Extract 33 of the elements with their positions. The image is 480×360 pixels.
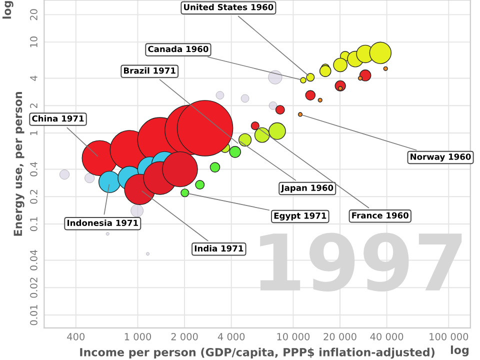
annotation: India 1971 xyxy=(194,245,244,252)
y-tick-label: 0.01 xyxy=(30,305,38,326)
x-tick-label: 40 000 xyxy=(370,332,404,340)
x-tick-label: 100 000 xyxy=(430,332,468,340)
annotation: Indonesia 1971 xyxy=(67,220,138,226)
y-tick-label: 0.04 xyxy=(30,250,38,270)
annotation: China 1971 xyxy=(32,115,84,122)
x-axis-title: Income per person (GDP/capita, PPP$ inflation-adjusted) xyxy=(80,348,434,359)
y-tick-label: 0.4 xyxy=(30,162,38,176)
y-tick-label: 20 xyxy=(30,9,38,20)
annotation: France 1960 xyxy=(352,212,408,219)
text: log xyxy=(450,345,469,356)
x-tick-label: 400 xyxy=(67,332,85,340)
text: log xyxy=(2,1,14,19)
annotation: Norway 1960 xyxy=(410,154,471,162)
x-tick-label: 4 000 xyxy=(218,332,245,340)
x-tick-label: 2 000 xyxy=(171,332,198,340)
annotation: Brazil 1971 xyxy=(124,67,176,74)
x-tick-label: 10 000 xyxy=(277,332,310,340)
y-tick-label: 4 xyxy=(30,76,38,81)
y-tick-label: 1 xyxy=(30,130,38,136)
y-axis-title: Energy use, per person xyxy=(14,92,24,236)
x-tick-label: 1 000 xyxy=(124,332,152,340)
y-tick-label: 0.02 xyxy=(30,278,38,298)
y-tick-label: 0.1 xyxy=(30,217,38,232)
annotation: Egypt 1971 xyxy=(274,212,326,220)
y-tick-label: 2 xyxy=(30,104,38,108)
y-tick-label: 0.2 xyxy=(30,190,38,204)
y-tick-label: 10 xyxy=(30,36,38,48)
x-tick-label: 20 000 xyxy=(324,332,356,340)
annotation: Japan 1960 xyxy=(280,184,334,193)
annotation: Canada 1960 xyxy=(148,46,208,52)
annotation: United States 1960 xyxy=(184,4,274,10)
